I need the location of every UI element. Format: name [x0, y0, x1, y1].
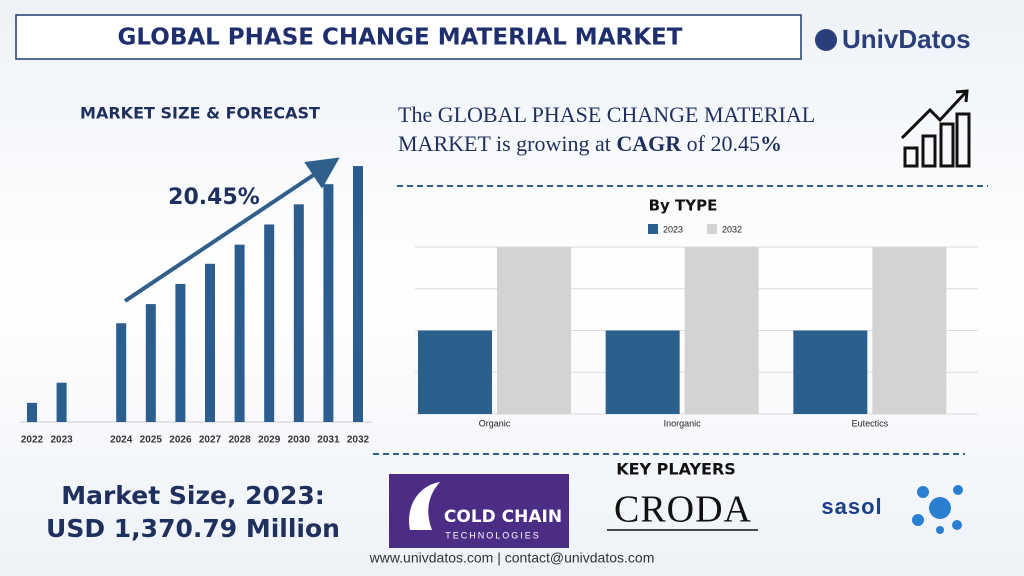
croda-logo: CRODA: [614, 489, 752, 531]
bar: [116, 323, 127, 422]
headline-text: The GLOBAL PHASE CHANGE MATERIAL: [398, 102, 815, 127]
bar: [56, 382, 67, 422]
legend-label: 2032: [722, 224, 742, 234]
headline-text: MARKET is growing at: [398, 131, 611, 156]
x-tick-label: 2030: [288, 435, 311, 446]
headline-text: %: [760, 131, 782, 156]
bar: [684, 247, 759, 414]
growth-icon: [900, 89, 971, 168]
footer: www.univdatos.com | contact@univdatos.co…: [369, 550, 655, 566]
bar: [793, 330, 868, 414]
x-tick-label: 2032: [347, 435, 370, 446]
chart-title: By TYPE: [649, 197, 718, 215]
x-tick-label: 2022: [21, 435, 44, 446]
x-tick-label: 2028: [228, 435, 251, 446]
bar: [205, 263, 215, 422]
bar: [27, 402, 37, 422]
bar: [323, 184, 334, 422]
bar: [353, 166, 363, 422]
cagr-annotation: 20.45%: [168, 185, 260, 210]
logo-text: TECHNOLOGIES: [445, 530, 541, 540]
logo-text: COLD CHAIN: [444, 507, 562, 527]
legend-swatch: [707, 224, 717, 234]
x-tick-label: Eutectics: [852, 418, 889, 428]
key-players-title: KEY PLAYERS: [616, 460, 736, 479]
brand: UnivDatos: [842, 24, 971, 54]
x-tick-label: 2027: [199, 435, 222, 446]
x-tick-label: 2029: [258, 435, 281, 446]
market-size-label: Market Size, 2023:: [61, 481, 325, 510]
x-tick-label: 2031: [317, 435, 340, 446]
bar: [605, 330, 680, 414]
sasol-icon: [912, 485, 963, 534]
x-tick-label: 2025: [140, 435, 163, 446]
forecast-chart: 2022 2023 2024 2025 2026 2027 2028 2029 2030 2031…: [21, 166, 370, 446]
x-tick-label: 2026: [169, 435, 192, 446]
headline-text: CAGR: [616, 131, 682, 156]
bar: [145, 304, 156, 422]
market-size-value: USD 1,370.79 Million: [46, 514, 340, 543]
bar: [418, 330, 492, 414]
bar: [872, 247, 947, 414]
logo-icon: [409, 482, 440, 530]
legend-label: 2023: [663, 224, 683, 234]
bar: [234, 244, 245, 422]
brand-logo: UnivDatos: [815, 24, 971, 54]
cold-chain-logo: COLD CHAIN TECHNOLOGIES: [389, 474, 569, 548]
x-tick-label: 2024: [110, 435, 133, 446]
x-tick-label: 2023: [50, 435, 73, 446]
logo-icon: [815, 29, 837, 51]
growth-arrow: [123, 157, 340, 303]
bar: [293, 204, 304, 422]
bar: [497, 247, 571, 414]
title-box: [15, 14, 802, 60]
sasol-logo: sasol: [821, 494, 882, 519]
headline: The GLOBAL PHASE CHANGE MATERIAL MARKET …: [398, 102, 820, 156]
x-tick-label: Inorganic: [664, 418, 702, 428]
legend-swatch: [648, 224, 658, 234]
headline-text: of 20.45: [687, 131, 760, 156]
title: GLOBAL PHASE CHANGE MATERIAL MARKET: [118, 25, 683, 51]
x-tick-label: Organic: [479, 418, 511, 428]
bar: [264, 224, 275, 422]
type-chart: Organic Inorganic Eutectics 2023 2032: [415, 224, 978, 428]
chart-title: MARKET SIZE & FORECAST: [80, 104, 320, 123]
bar: [175, 283, 186, 422]
